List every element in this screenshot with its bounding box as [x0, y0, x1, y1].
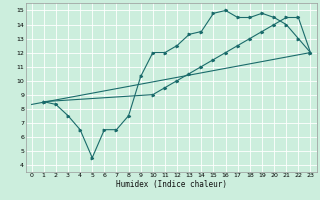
X-axis label: Humidex (Indice chaleur): Humidex (Indice chaleur): [116, 180, 227, 189]
